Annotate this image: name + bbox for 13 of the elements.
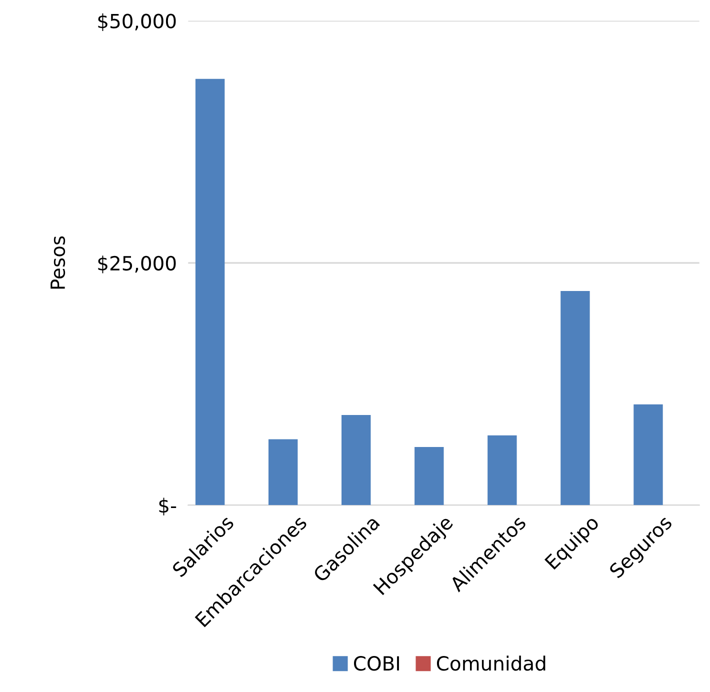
legend-label: COBI: [354, 656, 399, 671]
bar: [268, 439, 298, 506]
y-tick-label: $50,000: [98, 13, 176, 32]
bar: [414, 447, 444, 506]
bar: [195, 78, 225, 506]
y-tick-label: $25,000: [98, 256, 176, 274]
bar: [634, 404, 663, 506]
legend-label: Comunidad: [436, 656, 546, 671]
bar: [488, 435, 517, 506]
bar: [342, 415, 371, 506]
y-axis-title: Pesos: [50, 236, 66, 289]
bar: [560, 291, 590, 506]
y-tick-label: $-: [159, 498, 176, 516]
